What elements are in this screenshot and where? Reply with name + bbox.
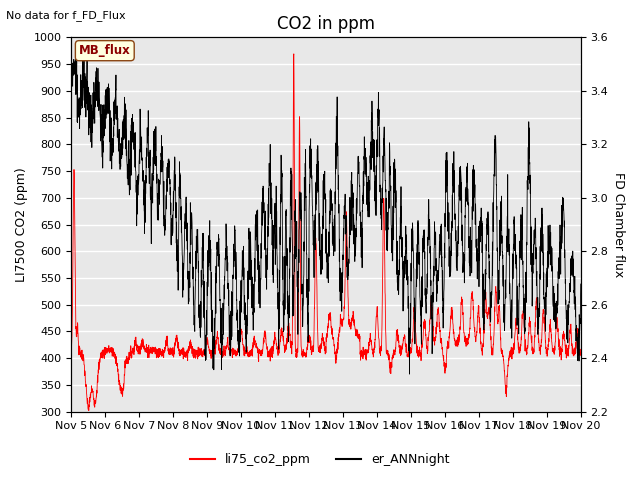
Y-axis label: LI7500 CO2 (ppm): LI7500 CO2 (ppm) bbox=[15, 167, 28, 282]
Title: CO2 in ppm: CO2 in ppm bbox=[277, 15, 375, 33]
Y-axis label: FD Chamber flux: FD Chamber flux bbox=[612, 172, 625, 277]
Text: MB_flux: MB_flux bbox=[79, 44, 131, 57]
Text: No data for f_FD_Flux: No data for f_FD_Flux bbox=[6, 10, 126, 21]
Legend: li75_co2_ppm, er_ANNnight: li75_co2_ppm, er_ANNnight bbox=[186, 448, 454, 471]
